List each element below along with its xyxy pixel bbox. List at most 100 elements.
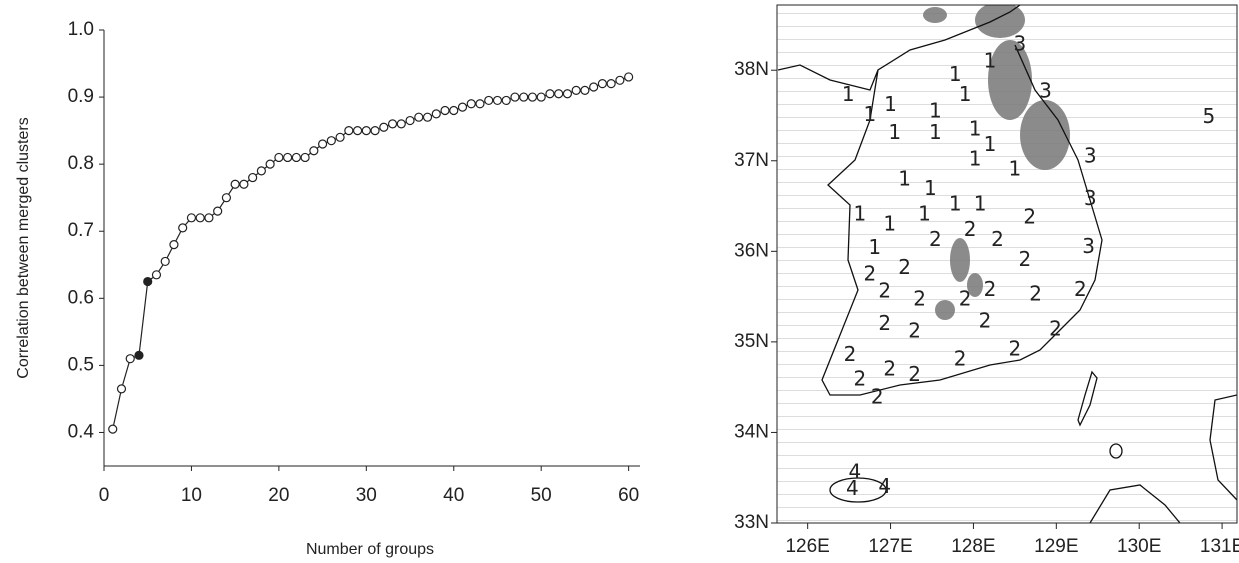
- cluster-label: 2: [878, 279, 891, 303]
- data-point: [422, 112, 433, 122]
- cluster-label: 2: [1018, 247, 1031, 271]
- x-tick-label: 30: [356, 485, 377, 506]
- cluster-label: 1: [969, 146, 982, 170]
- data-point: [457, 102, 468, 112]
- data-point: [370, 126, 380, 136]
- data-point: [352, 126, 363, 136]
- cluster-label: 2: [883, 356, 896, 380]
- y-tick-label: 0.7: [68, 220, 94, 241]
- cluster-label: 1: [898, 166, 911, 190]
- cluster-label: 2: [898, 255, 911, 279]
- cluster-label: 3: [1013, 31, 1026, 55]
- cluster-label: 4: [846, 476, 859, 500]
- y-tick-label: 0.5: [68, 354, 94, 375]
- data-point: [230, 179, 240, 189]
- data-point: [405, 115, 415, 126]
- data-point: [580, 85, 590, 95]
- y-tick-label: 38N: [734, 59, 769, 80]
- cluster-label: 1: [959, 82, 972, 106]
- map-background: [777, 5, 1237, 523]
- y-tick-label: 0.8: [68, 153, 94, 174]
- data-point: [178, 223, 188, 233]
- data-point: [554, 89, 564, 99]
- cluster-label: 1: [984, 49, 997, 73]
- data-point: [195, 213, 205, 223]
- data-point: [597, 79, 608, 89]
- cluster-label: 2: [1023, 204, 1036, 228]
- cluster-label: 2: [979, 308, 992, 332]
- data-point: [571, 85, 581, 95]
- cluster-label: 2: [871, 385, 884, 409]
- cluster-label: 1: [924, 176, 937, 200]
- data-point: [396, 119, 406, 129]
- cluster-label: 2: [1049, 317, 1062, 341]
- data-point: [116, 384, 127, 394]
- data-point: [274, 152, 284, 163]
- data-point: [221, 193, 232, 203]
- cluster-label: 3: [1039, 78, 1052, 102]
- cluster-label: 2: [991, 227, 1004, 251]
- data-point: [204, 213, 214, 223]
- data-point: [449, 105, 459, 116]
- cluster-label: 2: [913, 287, 926, 311]
- data-point: [317, 139, 328, 149]
- cluster-label: 2: [1074, 277, 1087, 301]
- x-tick-label: 10: [181, 485, 202, 506]
- data-point: [589, 82, 599, 92]
- data-point: [501, 95, 511, 106]
- data-point: [256, 166, 266, 176]
- cluster-label: 1: [1009, 156, 1022, 180]
- cluster-label: 2: [863, 261, 876, 285]
- data-point: [248, 172, 258, 183]
- cluster-label: 1: [974, 192, 987, 216]
- cluster-label: 2: [854, 366, 867, 390]
- data-point: [134, 350, 144, 360]
- data-point: [527, 92, 538, 102]
- x-axis-label: Number of groups: [306, 541, 434, 558]
- data-point: [606, 79, 616, 89]
- cluster-label: 2: [1009, 337, 1022, 361]
- data-point: [536, 92, 546, 102]
- data-point: [519, 92, 529, 102]
- data-point: [615, 75, 625, 85]
- cluster-label: 1: [949, 62, 962, 86]
- data-point: [213, 206, 223, 216]
- cluster-label: 1: [929, 120, 942, 144]
- y-tick-label: 35N: [734, 331, 769, 352]
- cluster-label: 2: [1029, 281, 1042, 305]
- x-tick-label: 60: [618, 485, 639, 506]
- cluster-label: 1: [883, 212, 896, 236]
- cluster-label: 4: [849, 460, 862, 484]
- data-point: [309, 146, 319, 156]
- data-point: [291, 152, 301, 163]
- cluster-label: 2: [908, 318, 921, 342]
- x-tick-label: 127E: [868, 536, 912, 557]
- cluster-label: 2: [954, 346, 967, 370]
- data-point: [361, 126, 371, 136]
- cluster-label: 1: [929, 98, 942, 122]
- cluster-label: 2: [929, 227, 942, 251]
- map-frame: [776, 4, 1238, 524]
- data-point: [335, 132, 345, 142]
- y-tick-label: 37N: [734, 150, 769, 171]
- cluster-label: 1: [863, 102, 876, 126]
- data-point: [624, 72, 634, 82]
- y-tick-label: 1.0: [68, 19, 94, 40]
- data-point: [492, 95, 503, 106]
- data-point: [326, 136, 336, 146]
- data-point: [143, 276, 153, 287]
- cluster-label: 3: [1084, 144, 1097, 168]
- data-point: [562, 89, 573, 99]
- y-tick-label: 33N: [734, 512, 769, 533]
- data-point: [440, 105, 450, 116]
- cluster-label: 1: [842, 82, 855, 106]
- x-tick-label: 40: [443, 485, 464, 506]
- y-tick-label: 34N: [734, 421, 769, 442]
- cluster-label: 1: [918, 202, 931, 226]
- x-tick-label: 130E: [1117, 536, 1161, 557]
- y-tick-label: 0.4: [68, 421, 95, 442]
- data-point: [431, 109, 441, 119]
- x-tick-label: 128E: [951, 536, 995, 557]
- cluster-label: 1: [868, 235, 881, 259]
